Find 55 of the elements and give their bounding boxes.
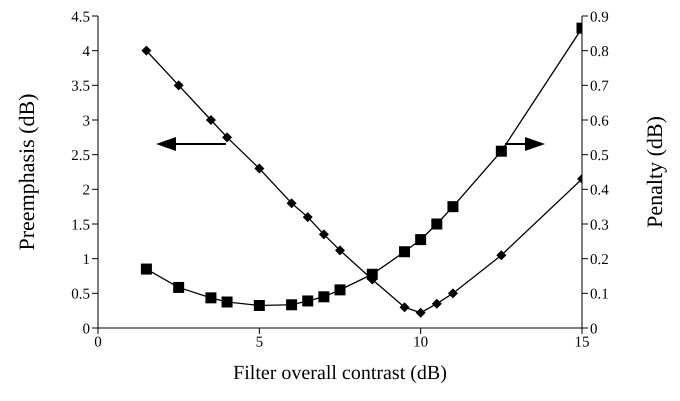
point: [416, 308, 426, 318]
point: [140, 264, 152, 275]
point: [447, 201, 458, 212]
y-tick-label: 3.5: [71, 78, 90, 95]
y2-tick-label: 0.9: [590, 9, 609, 26]
y2-tick-label: 0: [590, 321, 598, 338]
point: [432, 298, 442, 309]
y-tick-label: 1: [82, 252, 90, 268]
y2-axis-title: Penalty (dB): [642, 116, 667, 228]
y-tick-label: 0.5: [71, 286, 90, 303]
y-tick-label: 3: [82, 113, 90, 130]
point: [302, 212, 313, 222]
y2-tick-label: 0.6: [590, 113, 610, 130]
y2-tick-label: 0.3: [590, 217, 609, 234]
point: [335, 245, 345, 256]
x-tick-label: 15: [574, 334, 590, 351]
point: [254, 164, 264, 174]
x-tick-label: 5: [256, 334, 264, 351]
point: [286, 299, 298, 310]
point: [318, 229, 329, 240]
y2-tick-label: 0.7: [590, 78, 610, 95]
point: [286, 198, 297, 208]
y2-tick-label: 0.1: [590, 286, 609, 303]
y-tick-label: 4.5: [71, 9, 90, 26]
point: [400, 302, 410, 312]
point: [415, 234, 426, 246]
x-tick-label: 0: [94, 334, 102, 351]
y-tick-label: 4: [82, 44, 90, 60]
point: [302, 295, 314, 306]
point: [318, 291, 330, 302]
point: [205, 292, 216, 304]
point: [254, 300, 265, 311]
point: [174, 80, 184, 90]
x-axis-title: Filter overall contrast (dB): [233, 362, 447, 384]
point: [448, 288, 458, 298]
y2-tick-label: 0.8: [590, 44, 609, 60]
point: [496, 250, 506, 260]
point: [496, 146, 507, 157]
point: [334, 284, 346, 296]
point: [399, 246, 410, 258]
point: [206, 115, 216, 125]
point: [431, 218, 442, 230]
y2-tick-label: 0.5: [590, 148, 609, 164]
y-tick-label: 2: [82, 182, 90, 199]
y-axis-title: Preemphasis (dB): [14, 93, 39, 251]
point: [141, 46, 152, 56]
y-tick-label: 2.5: [71, 148, 90, 164]
point: [222, 132, 232, 142]
y2-tick-label: 0.2: [590, 252, 609, 268]
y2-tick-label: 0.4: [590, 182, 610, 199]
y-tick-label: 0: [82, 321, 90, 338]
y-tick-label: 1.5: [71, 217, 90, 234]
point: [173, 282, 184, 293]
x-tick-label: 10: [413, 334, 428, 351]
point: [222, 296, 233, 308]
